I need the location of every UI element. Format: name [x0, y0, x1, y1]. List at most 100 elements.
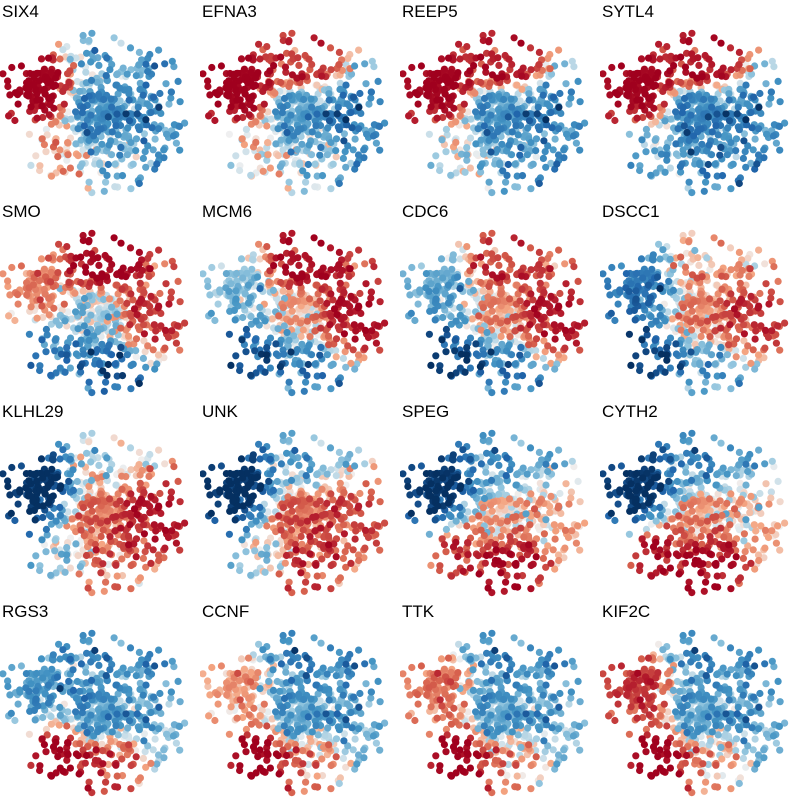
cell-point [113, 281, 121, 289]
cell-point [147, 359, 155, 367]
cell-point [113, 172, 121, 180]
cell-point [127, 466, 135, 474]
scatter-plot [200, 229, 389, 397]
cell-point [644, 281, 653, 289]
cell-point [44, 54, 53, 62]
cell-point [447, 171, 455, 179]
cell-point [102, 578, 110, 586]
cell-point [75, 570, 83, 578]
cell-point [74, 552, 82, 560]
cell-point [682, 68, 690, 76]
cell-point [496, 319, 505, 327]
cell-point [367, 88, 375, 96]
cell-point [447, 371, 455, 379]
panel-title: DSCC1 [602, 202, 660, 221]
cell-point [85, 578, 93, 586]
cell-point [546, 309, 554, 317]
cell-point [485, 136, 493, 144]
cell-point [133, 110, 141, 118]
cell-point [535, 298, 544, 306]
cell-point [247, 171, 255, 179]
cell-point [551, 135, 559, 143]
cell-point [242, 125, 250, 133]
cell-point [211, 316, 219, 325]
cell-point [548, 124, 556, 132]
cell-point [77, 60, 85, 68]
cell-point [150, 321, 158, 329]
cell-point [666, 164, 674, 172]
cell-point [256, 255, 264, 263]
cell-point [318, 172, 327, 180]
cell-point [485, 336, 493, 344]
cell-point [64, 151, 72, 159]
cell-point [350, 321, 358, 329]
cell-point [757, 309, 765, 317]
cell-point [688, 189, 696, 197]
cell-point [540, 289, 548, 297]
cell-point [695, 61, 703, 69]
cell-point [360, 354, 368, 362]
cell-point [102, 472, 110, 480]
cell-point [535, 248, 543, 256]
cell-point [713, 110, 721, 118]
cell-point [256, 311, 264, 319]
cell-point [236, 166, 244, 175]
cell-point [90, 132, 98, 140]
cell-point [247, 371, 255, 379]
cell-point [569, 132, 577, 140]
cell-point [76, 563, 84, 571]
panel-cdc6: CDC6 [400, 200, 600, 400]
cell-point [103, 171, 111, 179]
cell-point [214, 100, 222, 108]
cell-point [717, 239, 725, 247]
cell-point [546, 302, 554, 310]
cell-point [663, 356, 671, 364]
cell-point [37, 55, 46, 63]
cell-point [281, 263, 290, 271]
cell-point [332, 147, 340, 155]
cell-point [157, 309, 165, 317]
cell-point [85, 378, 93, 386]
cell-point [87, 311, 95, 319]
cell-point [547, 108, 555, 117]
cell-point [100, 587, 108, 595]
cell-point [488, 189, 496, 197]
cell-point [700, 95, 708, 104]
cell-point [461, 117, 469, 125]
cell-point [538, 66, 546, 75]
cell-point [236, 366, 244, 375]
cell-point [252, 317, 260, 325]
cell-point [679, 304, 687, 312]
cell-point [646, 294, 654, 302]
cell-point [55, 440, 63, 448]
cell-point [527, 290, 535, 298]
cell-point [536, 279, 544, 287]
cell-point [76, 487, 84, 495]
cell-point [466, 364, 474, 372]
cell-point [663, 151, 671, 159]
cell-point [239, 274, 247, 282]
cell-point [735, 261, 743, 269]
cell-point [549, 346, 557, 354]
cell-point [80, 350, 88, 358]
cell-point [66, 364, 74, 372]
cell-point [487, 111, 495, 119]
cell-point [517, 239, 525, 247]
cell-point [266, 364, 274, 372]
cell-point [638, 102, 646, 110]
cell-point [750, 321, 758, 329]
cell-point [527, 185, 535, 193]
cell-point [23, 291, 31, 299]
cell-point [51, 347, 59, 355]
cell-point [100, 387, 108, 395]
cell-point [456, 55, 464, 63]
cell-point [632, 295, 640, 303]
cell-point [214, 91, 222, 99]
panel-smo: SMO [0, 200, 200, 400]
cell-point [135, 126, 143, 134]
cell-point [676, 363, 684, 371]
cell-point [685, 282, 693, 290]
cell-point [504, 160, 512, 169]
cell-point [542, 116, 550, 124]
cell-point [713, 281, 721, 289]
